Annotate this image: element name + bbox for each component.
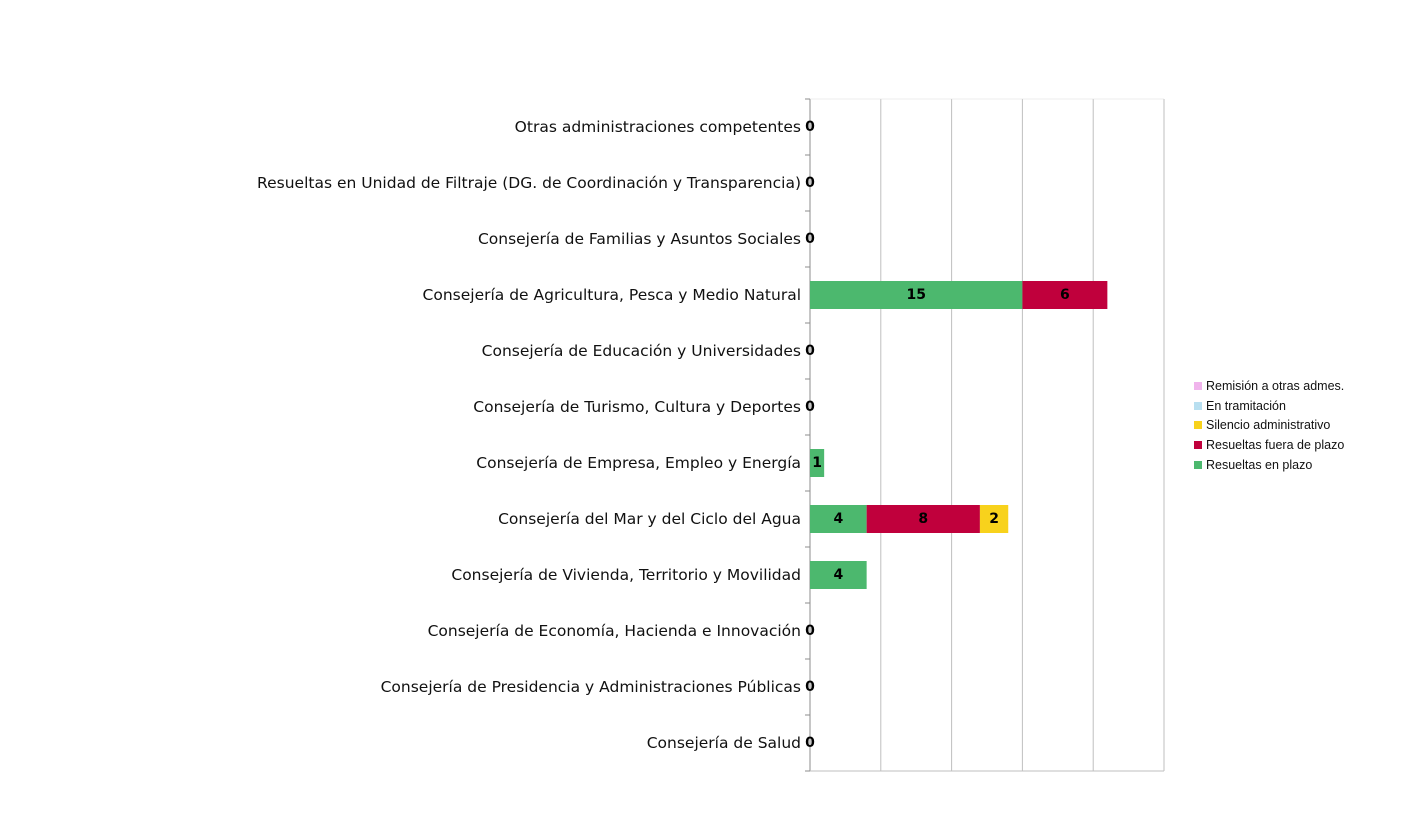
legend-label: Resueltas fuera de plazo bbox=[1206, 438, 1345, 453]
legend-item: En tramitación bbox=[1194, 396, 1344, 416]
bar-segment bbox=[810, 449, 825, 477]
bar-segment bbox=[810, 505, 867, 533]
data-label: 0 bbox=[805, 623, 815, 639]
legend-item: Remisión a otras admes. bbox=[1194, 376, 1344, 396]
gridlines bbox=[809, 98, 1165, 772]
category-label: Consejería de Educación y Universidades bbox=[482, 342, 801, 360]
category-label: Consejería de Agricultura, Pesca y Medio… bbox=[423, 286, 801, 304]
data-label: 4 bbox=[833, 511, 843, 527]
data-label: 2 bbox=[989, 511, 999, 527]
data-label: 1 bbox=[812, 455, 822, 471]
data-label: 15 bbox=[906, 287, 925, 303]
category-label: Consejería de Vivienda, Territorio y Mov… bbox=[451, 566, 801, 584]
legend: Remisión a otras admes. En tramitación Sil… bbox=[1194, 376, 1344, 475]
bar-segment bbox=[866, 505, 980, 533]
category-axis bbox=[805, 98, 810, 772]
category-label: Consejería de Familias y Asuntos Sociale… bbox=[478, 230, 801, 248]
bar-segment bbox=[979, 505, 1009, 533]
data-label: 0 bbox=[805, 735, 815, 751]
bar-segment bbox=[810, 281, 1023, 309]
data-label: 4 bbox=[833, 567, 843, 583]
legend-label: Resueltas en plazo bbox=[1206, 458, 1313, 473]
legend-label: Silencio administrativo bbox=[1206, 418, 1331, 433]
category-label: Consejería de Economía, Hacienda e Innov… bbox=[428, 622, 801, 640]
data-label: 0 bbox=[805, 231, 815, 247]
data-label: 8 bbox=[918, 511, 928, 527]
data-label: 0 bbox=[805, 679, 815, 695]
category-label: Consejería de Empresa, Empleo y Energía bbox=[476, 454, 801, 472]
legend-label: En tramitación bbox=[1206, 398, 1286, 413]
category-label: Consejería de Salud bbox=[647, 734, 801, 752]
legend-item: Resueltas fuera de plazo bbox=[1194, 435, 1344, 455]
category-label: Otras administraciones competentes bbox=[515, 118, 801, 136]
legend-item: Resueltas en plazo bbox=[1194, 455, 1344, 475]
category-label: Consejería de Turismo, Cultura y Deporte… bbox=[473, 398, 801, 416]
legend-swatch bbox=[1194, 381, 1202, 390]
data-label: 0 bbox=[805, 119, 815, 135]
bar-segment bbox=[1022, 281, 1108, 309]
category-label: Consejería del Mar y del Ciclo del Agua bbox=[498, 510, 801, 528]
category-label: Resueltas en Unidad de Filtraje (DG. de … bbox=[257, 174, 801, 192]
data-label: 0 bbox=[805, 399, 815, 415]
data-label: 6 bbox=[1060, 287, 1070, 303]
legend-swatch bbox=[1194, 461, 1202, 470]
bar-segment bbox=[810, 561, 867, 589]
legend-swatch bbox=[1194, 421, 1202, 430]
data-label: 0 bbox=[805, 343, 815, 359]
bar-series bbox=[810, 281, 1108, 589]
legend-swatch bbox=[1194, 441, 1202, 450]
legend-swatch bbox=[1194, 401, 1202, 410]
legend-item: Silencio administrativo bbox=[1194, 416, 1344, 436]
category-labels: Otras administraciones competentes Resuel… bbox=[257, 118, 801, 752]
legend-label: Remisión a otras admes. bbox=[1206, 378, 1345, 393]
data-label: 0 bbox=[805, 175, 815, 191]
category-label: Consejería de Presidencia y Administraci… bbox=[381, 678, 801, 696]
